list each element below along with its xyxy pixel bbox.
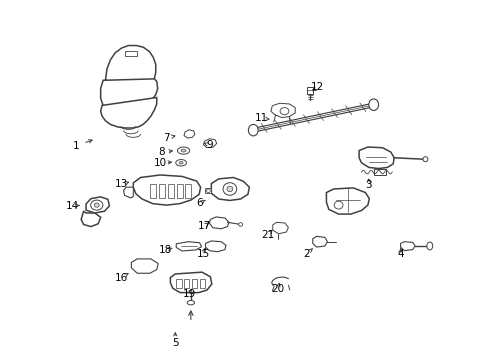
Bar	[125, 51, 137, 56]
Text: 5: 5	[172, 338, 178, 348]
Bar	[159, 184, 164, 198]
Ellipse shape	[181, 149, 185, 152]
Text: 18: 18	[159, 245, 172, 255]
Text: 19: 19	[183, 289, 196, 299]
Text: 9: 9	[205, 140, 212, 150]
Bar	[307, 87, 313, 94]
Bar	[191, 279, 197, 288]
Ellipse shape	[179, 162, 183, 164]
Polygon shape	[373, 168, 385, 175]
Ellipse shape	[333, 201, 342, 209]
Ellipse shape	[248, 125, 258, 136]
Bar	[199, 279, 204, 288]
Polygon shape	[209, 217, 228, 229]
Text: 8: 8	[158, 147, 164, 157]
Bar	[167, 184, 173, 198]
Bar	[176, 279, 181, 288]
Text: 4: 4	[396, 248, 403, 258]
Ellipse shape	[94, 203, 99, 207]
Bar	[150, 184, 156, 198]
Polygon shape	[86, 197, 109, 213]
Polygon shape	[358, 147, 393, 168]
Ellipse shape	[280, 108, 288, 115]
Text: 11: 11	[254, 113, 267, 123]
Polygon shape	[272, 222, 288, 234]
Polygon shape	[105, 45, 156, 90]
Text: 21: 21	[261, 230, 274, 239]
Polygon shape	[326, 188, 368, 214]
Text: 6: 6	[196, 198, 203, 208]
Ellipse shape	[177, 147, 189, 154]
Polygon shape	[101, 98, 157, 128]
Ellipse shape	[175, 159, 186, 166]
Text: 3: 3	[365, 180, 371, 190]
Ellipse shape	[226, 186, 232, 192]
Text: 15: 15	[196, 248, 209, 258]
Text: 7: 7	[163, 133, 169, 143]
Polygon shape	[81, 211, 101, 226]
Text: 10: 10	[154, 158, 167, 168]
Ellipse shape	[223, 183, 236, 195]
Polygon shape	[205, 241, 225, 252]
Text: 2: 2	[303, 248, 309, 258]
Bar	[183, 279, 189, 288]
Bar	[185, 184, 191, 198]
Polygon shape	[131, 259, 158, 273]
Ellipse shape	[426, 242, 432, 250]
Text: 14: 14	[66, 201, 80, 211]
Polygon shape	[205, 188, 211, 193]
Bar	[176, 184, 182, 198]
Polygon shape	[176, 242, 201, 251]
Polygon shape	[170, 272, 211, 293]
Ellipse shape	[187, 301, 194, 305]
Polygon shape	[183, 130, 194, 138]
Text: 13: 13	[115, 179, 128, 189]
Text: 16: 16	[115, 273, 128, 283]
Ellipse shape	[368, 99, 378, 111]
Polygon shape	[270, 103, 295, 118]
Polygon shape	[211, 177, 249, 201]
Ellipse shape	[206, 189, 210, 193]
Ellipse shape	[90, 200, 102, 210]
Polygon shape	[123, 187, 133, 198]
Polygon shape	[312, 236, 327, 247]
Ellipse shape	[422, 157, 427, 162]
Polygon shape	[101, 79, 158, 118]
Text: 1: 1	[73, 141, 80, 151]
Polygon shape	[133, 175, 200, 205]
Ellipse shape	[238, 223, 242, 226]
Text: 12: 12	[310, 82, 324, 93]
Text: 20: 20	[270, 284, 284, 294]
Polygon shape	[400, 242, 414, 251]
Text: 17: 17	[198, 221, 211, 231]
Polygon shape	[203, 139, 216, 148]
